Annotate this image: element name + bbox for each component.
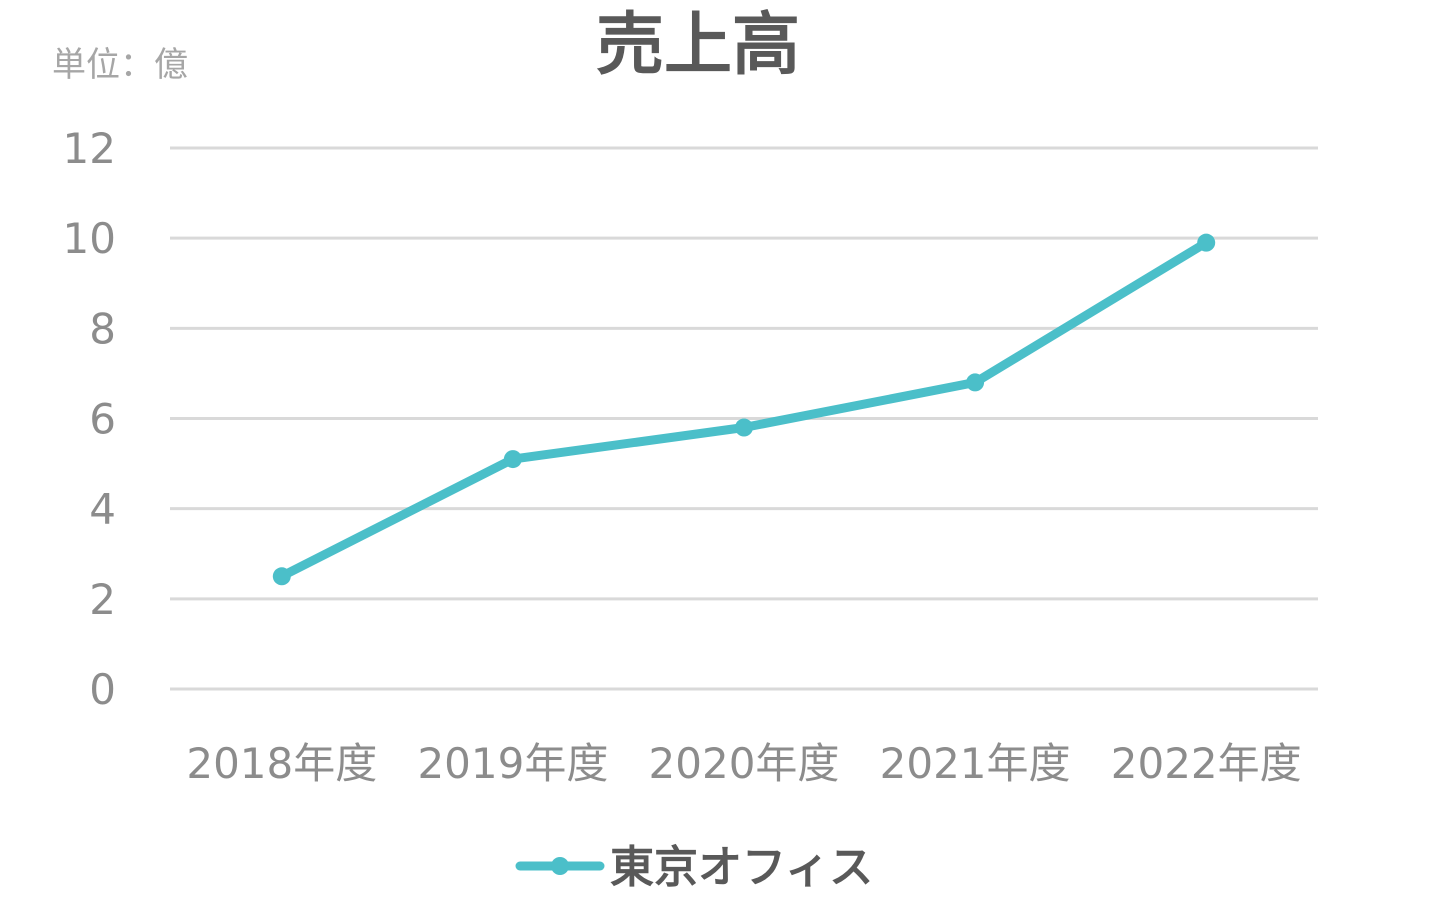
x-tick-label: 2019年度 [417, 739, 608, 788]
legend-label: 東京オフィス [610, 842, 873, 893]
legend-point-marker [551, 857, 569, 875]
unit-label: 単位：億 [52, 45, 188, 85]
legend: 東京オフィス [515, 842, 873, 893]
y-tick-label: 0 [89, 665, 116, 714]
gridlines [170, 146, 1318, 691]
y-tick-label: 4 [89, 485, 116, 534]
y-tick-label: 10 [63, 214, 116, 263]
y-tick-label: 8 [89, 304, 116, 353]
data-point [735, 418, 753, 437]
y-tick-label: 6 [89, 395, 116, 444]
chart-title: 売上高 [596, 6, 800, 85]
y-axis-ticks: 0 2 4 6 8 10 12 [63, 124, 116, 714]
x-axis-ticks: 2018年度 2019年度 2020年度 2021年度 2022年度 [186, 739, 1301, 788]
x-tick-label: 2020年度 [649, 739, 840, 788]
x-tick-label: 2022年度 [1111, 739, 1302, 788]
y-tick-label: 12 [63, 124, 116, 173]
x-tick-label: 2021年度 [880, 739, 1071, 788]
data-point [966, 373, 985, 392]
data-point [1197, 233, 1216, 252]
series-line [277, 238, 1211, 581]
data-point [503, 450, 522, 469]
x-tick-label: 2018年度 [186, 739, 377, 788]
series-layer [272, 233, 1216, 586]
data-point [272, 567, 291, 586]
y-tick-label: 2 [89, 575, 116, 624]
